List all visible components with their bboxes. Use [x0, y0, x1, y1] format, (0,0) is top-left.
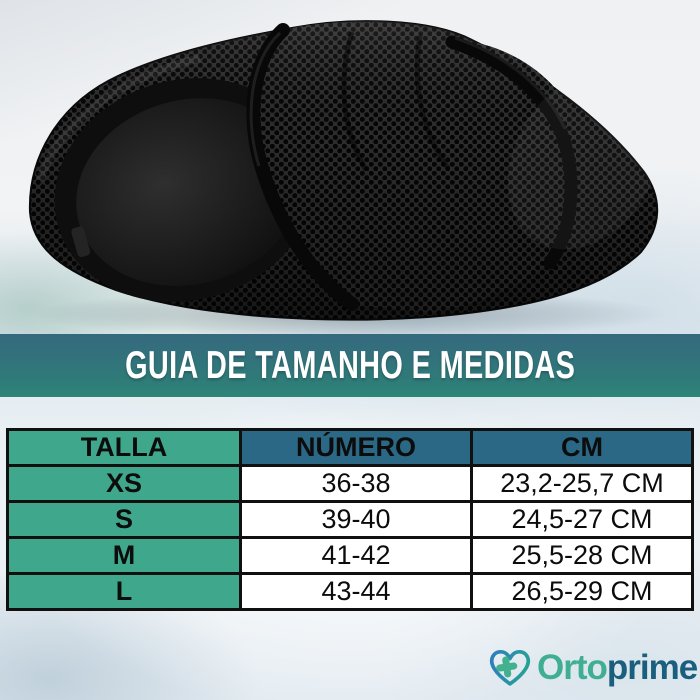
cm-value: 26,5-29 CM	[470, 572, 694, 611]
size-label: XS	[5, 464, 243, 503]
column-header-cm: CM	[470, 428, 694, 467]
column-header-numero: NÚMERO	[239, 428, 474, 467]
table-row-s: S 39-40 24,5-27 CM	[5, 500, 694, 539]
page-title: GUIA DE TAMANHO E MEDIDAS	[124, 343, 576, 387]
cm-value: 24,5-27 CM	[470, 500, 694, 539]
size-label: M	[5, 536, 243, 575]
table-header-row: TALLA NÚMERO CM	[5, 428, 694, 467]
size-guide-banner: GUIA DE TAMANHO E MEDIDAS	[0, 334, 700, 397]
table-row-xs: XS 36-38 23,2-25,7 CM	[5, 464, 694, 503]
cm-value: 25,5-28 CM	[470, 536, 694, 575]
numero-value: 39-40	[239, 500, 474, 539]
brand-logo: Ortoprime®	[486, 643, 700, 691]
column-header-talla: TALLA	[5, 428, 243, 467]
brand-part-orto: Orto	[537, 647, 608, 687]
table-row-l: L 43-44 26,5-29 CM	[5, 572, 694, 611]
cm-value: 23,2-25,7 CM	[470, 464, 694, 503]
brand-part-prime: prime	[606, 647, 698, 687]
size-table: TALLA NÚMERO CM XS 36-38 23,2-25,7 CM S …	[5, 428, 694, 611]
numero-value: 43-44	[239, 572, 474, 611]
heart-plus-icon	[489, 649, 531, 686]
slipper-strap	[246, 22, 587, 314]
numero-value: 41-42	[239, 536, 474, 575]
numero-value: 36-38	[239, 464, 474, 503]
slipper-toe-highlight	[507, 70, 663, 250]
product-photo-slipper	[28, 20, 668, 339]
table-row-m: M 41-42 25,5-28 CM	[5, 536, 694, 575]
brand-wordmark: Ortoprime®	[537, 650, 700, 685]
size-label: L	[5, 572, 243, 611]
size-label: S	[5, 500, 243, 539]
